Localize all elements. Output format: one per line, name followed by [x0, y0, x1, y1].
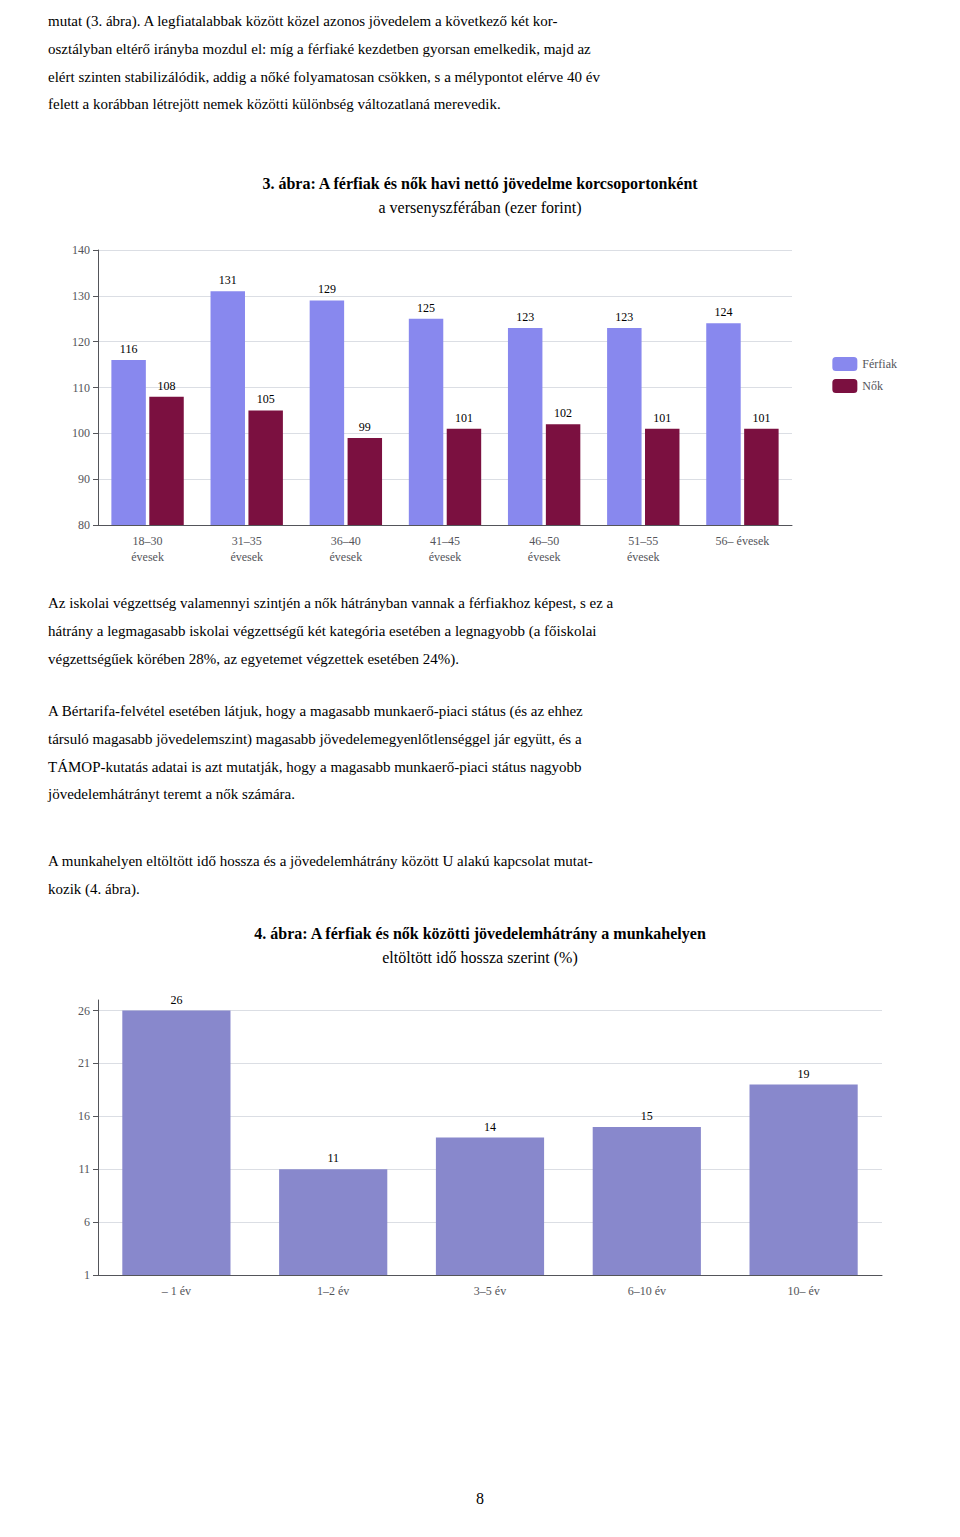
svg-text:6–10 év: 6–10 év — [628, 1284, 666, 1298]
svg-text:– 1 év: – 1 év — [161, 1284, 191, 1298]
svg-text:105: 105 — [257, 392, 275, 406]
svg-text:80: 80 — [78, 518, 90, 532]
svg-text:a versenyszférában (ezer forin: a versenyszférában (ezer forint) — [379, 199, 582, 217]
svg-text:101: 101 — [653, 411, 671, 425]
svg-text:101: 101 — [752, 411, 770, 425]
html-text:mutat (3. ábra). A legfiatalab: mutat (3. ábra). A legfiatalabbak között… — [48, 13, 600, 113]
svg-text:6: 6 — [84, 1215, 90, 1229]
svg-text:19: 19 — [798, 1067, 810, 1081]
svg-text:4. ábra: A férfiak és nők közö: 4. ábra: A férfiak és nők közötti jövede… — [254, 925, 706, 943]
svg-text:116: 116 — [120, 342, 138, 356]
svg-text:14: 14 — [484, 1120, 496, 1134]
svg-text:26: 26 — [170, 993, 182, 1007]
svg-text:3. ábra: A férfiak és nők havi: 3. ábra: A férfiak és nők havi nettó jöv… — [262, 175, 698, 193]
svg-text:110: 110 — [72, 381, 90, 395]
svg-text:124: 124 — [714, 305, 732, 319]
svg-text:26: 26 — [78, 1004, 90, 1018]
svg-text:46–50: 46–50 — [529, 534, 559, 548]
svg-text:90: 90 — [78, 472, 90, 486]
svg-text:eltöltött idő hossza szerint (: eltöltött idő hossza szerint (%) — [382, 949, 578, 967]
svg-text:1–2 év: 1–2 év — [317, 1284, 349, 1298]
html-text:A Bértarifa-felvétel esetében: A Bértarifa-felvétel esetében látjuk, ho… — [48, 703, 583, 803]
svg-text:140: 140 — [72, 243, 90, 257]
svg-text:évesek: évesek — [131, 550, 164, 564]
svg-text:125: 125 — [417, 301, 435, 315]
svg-text:100: 100 — [72, 426, 90, 440]
svg-text:11: 11 — [78, 1162, 90, 1176]
svg-text:99: 99 — [359, 420, 371, 434]
svg-text:123: 123 — [516, 310, 534, 324]
svg-text:Nők: Nők — [862, 379, 883, 393]
svg-text:1: 1 — [84, 1268, 90, 1282]
svg-text:évesek: évesek — [627, 550, 660, 564]
svg-text:120: 120 — [72, 335, 90, 349]
html-text:A munkahelyen eltöltött idő ho: A munkahelyen eltöltött idő hossza és a … — [48, 853, 593, 897]
svg-text:16: 16 — [78, 1109, 90, 1123]
svg-text:Férfiak: Férfiak — [862, 357, 897, 371]
svg-text:108: 108 — [158, 379, 176, 393]
svg-text:102: 102 — [554, 406, 572, 420]
svg-text:15: 15 — [641, 1109, 653, 1123]
svg-text:évesek: évesek — [330, 550, 363, 564]
svg-text:131: 131 — [219, 273, 237, 287]
svg-text:3–5 év: 3–5 év — [474, 1284, 506, 1298]
svg-text:51–55: 51–55 — [628, 534, 658, 548]
svg-text:36–40: 36–40 — [331, 534, 361, 548]
svg-text:11: 11 — [327, 1151, 339, 1165]
svg-text:123: 123 — [615, 310, 633, 324]
svg-text:41–45: 41–45 — [430, 534, 460, 548]
html-text:8: 8 — [476, 1490, 484, 1507]
svg-text:10– év: 10– év — [787, 1284, 819, 1298]
svg-text:évesek: évesek — [429, 550, 462, 564]
svg-text:101: 101 — [455, 411, 473, 425]
svg-text:évesek: évesek — [528, 550, 561, 564]
svg-text:18–30: 18–30 — [133, 534, 163, 548]
html-text:Az iskolai végzettség valamenn: Az iskolai végzettség valamennyi szintjé… — [48, 595, 614, 667]
svg-text:129: 129 — [318, 282, 336, 296]
svg-text:56– évesek: 56– évesek — [716, 534, 770, 548]
svg-text:21: 21 — [78, 1056, 90, 1070]
svg-text:130: 130 — [72, 289, 90, 303]
svg-text:31–35: 31–35 — [232, 534, 262, 548]
svg-text:évesek: évesek — [230, 550, 263, 564]
